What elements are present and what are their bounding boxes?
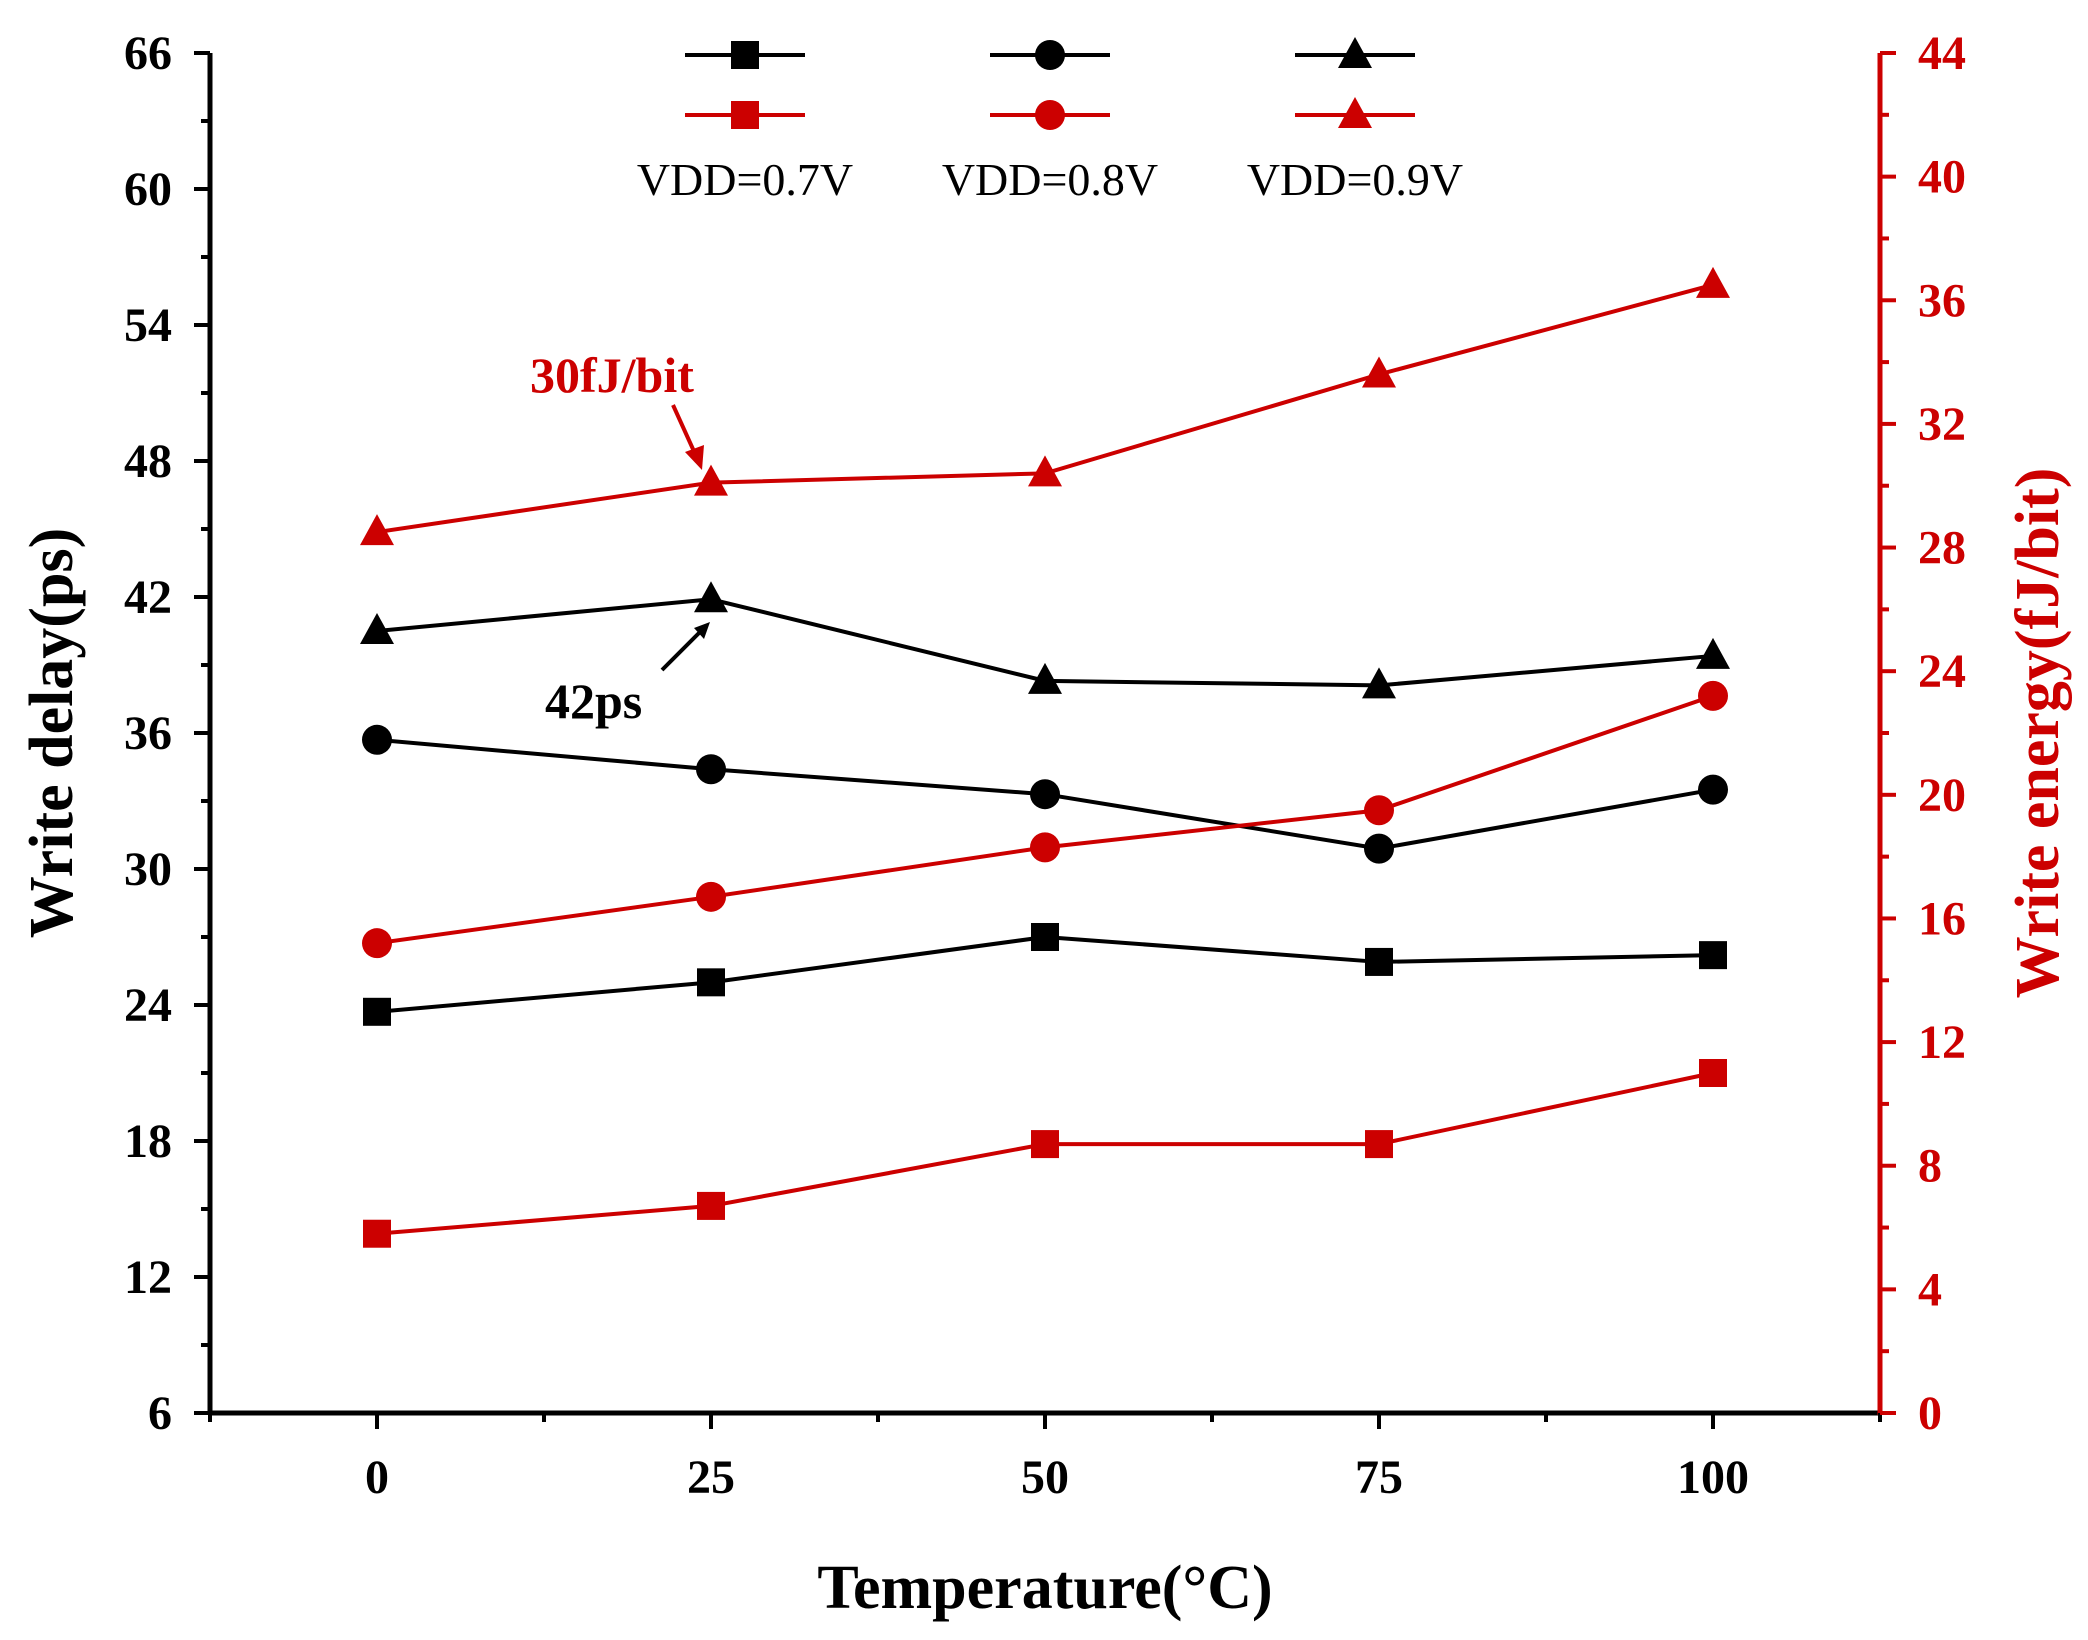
x-tick-label: 25	[687, 1451, 735, 1504]
data-point	[1031, 1130, 1059, 1159]
y-tick-label-left: 24	[124, 979, 172, 1032]
legend-marker	[1338, 97, 1372, 128]
data-point	[1365, 1130, 1393, 1159]
axes: 0 25 50 75 100612182430364248546066048121620…	[18, 27, 2072, 1622]
y-tick-label-right: 8	[1918, 1140, 1942, 1193]
x-axis-title: Temperature(°C)	[817, 1554, 1272, 1622]
data-point	[1696, 637, 1730, 669]
data-point	[1698, 680, 1728, 711]
series-3	[363, 1059, 1727, 1248]
legend-label-vdd-07: VDD=0.7V	[637, 154, 853, 205]
y-tick-label-left: 54	[124, 299, 172, 352]
data-point	[694, 581, 728, 613]
data-point	[697, 1191, 725, 1220]
annotation-energy-arrowhead	[685, 445, 704, 470]
legend-marker	[1338, 37, 1372, 68]
y-tick-label-right: 12	[1918, 1016, 1966, 1069]
y-tick-label-left: 30	[124, 843, 172, 896]
data-point	[1362, 356, 1396, 388]
x-tick-label: 0	[365, 1451, 389, 1504]
y-tick-label-right: 28	[1918, 522, 1966, 575]
y-tick-label-right: 40	[1918, 151, 1966, 204]
y-tick-label-right: 36	[1918, 274, 1966, 327]
series-layer	[360, 266, 1730, 1248]
series-5	[360, 266, 1730, 546]
y-tick-label-left: 48	[124, 435, 172, 488]
data-point	[1365, 947, 1393, 976]
data-point	[696, 881, 726, 912]
data-point	[1362, 667, 1396, 699]
y-tick-label-left: 60	[124, 163, 172, 216]
legend: VDD=0.7V VDD=0.8V VDD=0.9V	[637, 37, 1463, 205]
x-tick-label: 100	[1677, 1451, 1749, 1504]
legend-marker	[731, 101, 759, 129]
y-tick-label-right: 16	[1918, 892, 1966, 945]
y-tick-label-right: 4	[1918, 1263, 1942, 1316]
y-tick-label-left: 36	[124, 707, 172, 760]
y-tick-label-right: 20	[1918, 769, 1966, 822]
y-tick-label-left: 42	[124, 571, 172, 624]
y-tick-label-left: 6	[148, 1387, 172, 1440]
x-tick-label: 75	[1355, 1451, 1403, 1504]
y-tick-label-left: 12	[124, 1251, 172, 1304]
y-tick-label-right: 32	[1918, 398, 1966, 451]
data-point	[1031, 923, 1059, 951]
annotation-delay-arrow	[660, 630, 702, 672]
data-point	[362, 724, 392, 755]
y-tick-label-right: 24	[1918, 645, 1966, 698]
data-point	[1699, 941, 1727, 970]
series-2	[360, 581, 1730, 699]
data-point	[1030, 832, 1060, 863]
y-tick-label-right: 0	[1918, 1387, 1942, 1440]
data-point	[696, 754, 726, 785]
annotation-delay-arrowhead	[694, 622, 710, 639]
series-1	[362, 724, 1728, 864]
series-0	[363, 923, 1727, 1026]
y-tick-label-right: 44	[1918, 27, 1966, 80]
legend-label-vdd-08: VDD=0.8V	[942, 154, 1158, 205]
data-point	[694, 464, 728, 496]
data-point	[360, 613, 394, 644]
data-point	[1699, 1059, 1727, 1087]
data-point	[1028, 662, 1062, 694]
series-line	[376, 282, 1714, 535]
data-point	[1698, 774, 1728, 805]
y-tick-label-left: 18	[124, 1115, 172, 1168]
data-point	[362, 928, 392, 959]
legend-marker	[1035, 100, 1065, 130]
data-point	[1030, 779, 1060, 810]
data-point	[1696, 266, 1730, 298]
legend-marker	[1035, 40, 1065, 70]
data-point	[1364, 833, 1394, 864]
data-point	[363, 997, 391, 1026]
data-point	[1028, 455, 1062, 487]
y-axis-title-left: Write delay(ps)	[18, 528, 86, 938]
data-point	[363, 1219, 391, 1248]
series-4	[362, 680, 1728, 959]
data-point	[360, 514, 394, 546]
data-point	[1364, 795, 1394, 826]
annotation-energy-30fj: 30fJ/bit	[530, 347, 694, 403]
annotations: 30fJ/bit 42ps	[530, 347, 710, 729]
y-axis-title-right: Write energy(fJ/bit)	[2004, 468, 2072, 999]
x-tick-label: 50	[1021, 1451, 1069, 1504]
y-tick-label-left: 66	[124, 27, 172, 80]
legend-label-vdd-09: VDD=0.9V	[1247, 154, 1463, 205]
legend-marker	[731, 41, 759, 69]
annotation-delay-42ps: 42ps	[545, 673, 642, 729]
data-point	[697, 968, 725, 997]
series-line	[376, 694, 1714, 946]
